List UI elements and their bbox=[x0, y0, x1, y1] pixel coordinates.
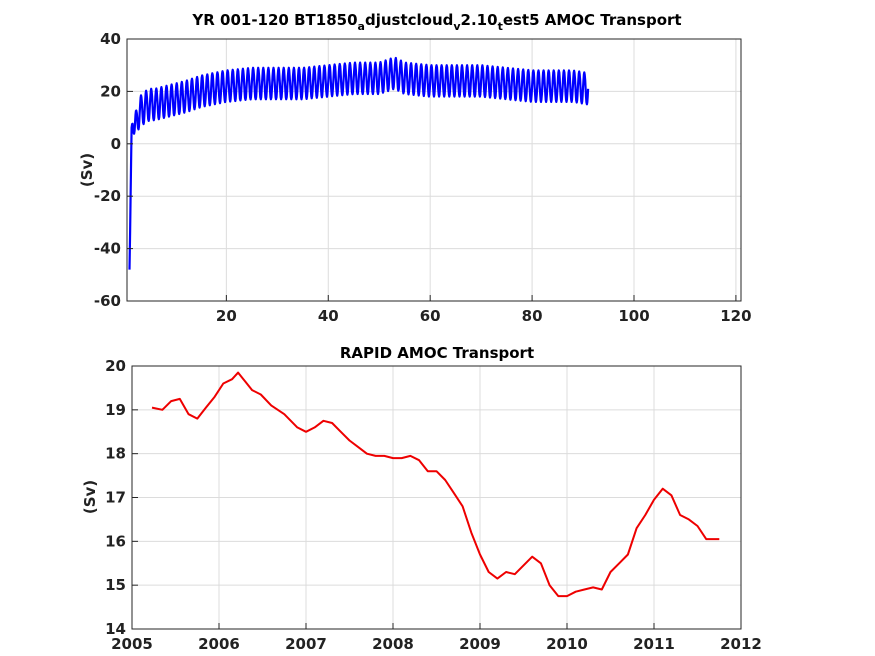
transport-chart-model: YR 001-120 BT1850adjustcloudv2.10test5 A… bbox=[78, 11, 752, 325]
y-tick-label: -20 bbox=[94, 187, 121, 205]
x-tick-label: 2005 bbox=[111, 635, 153, 653]
x-tick-label: 2006 bbox=[198, 635, 240, 653]
y-tick-label: 20 bbox=[105, 357, 126, 375]
x-tick-label: 40 bbox=[318, 307, 339, 325]
y-tick-label: 16 bbox=[105, 532, 126, 550]
y-tick-label: 17 bbox=[105, 489, 126, 507]
x-tick-label: 2007 bbox=[285, 635, 327, 653]
y-tick-label: 40 bbox=[100, 30, 121, 48]
y-axis-label: (Sv) bbox=[78, 153, 96, 187]
y-axis-label: (Sv) bbox=[81, 480, 99, 514]
x-tick-label: 2010 bbox=[546, 635, 588, 653]
chart-title: YR 001-120 BT1850adjustcloudv2.10test5 A… bbox=[191, 11, 681, 33]
x-tick-label: 120 bbox=[720, 307, 751, 325]
x-tick-label: 2009 bbox=[459, 635, 501, 653]
y-tick-label: 0 bbox=[111, 135, 121, 153]
x-tick-label: 2008 bbox=[372, 635, 414, 653]
y-tick-label: 18 bbox=[105, 445, 126, 463]
y-tick-label: -40 bbox=[94, 240, 121, 258]
y-tick-label: 15 bbox=[105, 576, 126, 594]
tick-labels: 2005 2006 2007 2008 2009 2010 2011 2012 14 15 16 17… bbox=[105, 357, 762, 653]
plot-area bbox=[151, 371, 720, 598]
series-line bbox=[151, 371, 720, 598]
x-tick-label: 80 bbox=[522, 307, 543, 325]
series-line bbox=[128, 56, 590, 270]
chart-title: RAPID AMOC Transport bbox=[340, 344, 534, 362]
axes-frame bbox=[126, 38, 742, 302]
y-tick-label: 20 bbox=[100, 82, 121, 100]
y-tick-label: -60 bbox=[94, 292, 121, 310]
tick-labels: 20 40 60 80 100 120 -60 -40 -20 0 20 40 bbox=[94, 30, 752, 325]
x-tick-label: 60 bbox=[420, 307, 441, 325]
x-tick-label: 2012 bbox=[720, 635, 762, 653]
y-tick-label: 14 bbox=[105, 620, 126, 638]
y-tick-label: 19 bbox=[105, 401, 126, 419]
chart-grid bbox=[131, 365, 742, 630]
x-tick-label: 100 bbox=[618, 307, 649, 325]
transport-chart-rapid: RAPID AMOC Transport 2005 2006 2007 2008 200… bbox=[81, 344, 762, 653]
x-tick-label: 2011 bbox=[633, 635, 675, 653]
plot-area bbox=[128, 56, 590, 270]
x-tick-label: 20 bbox=[216, 307, 237, 325]
